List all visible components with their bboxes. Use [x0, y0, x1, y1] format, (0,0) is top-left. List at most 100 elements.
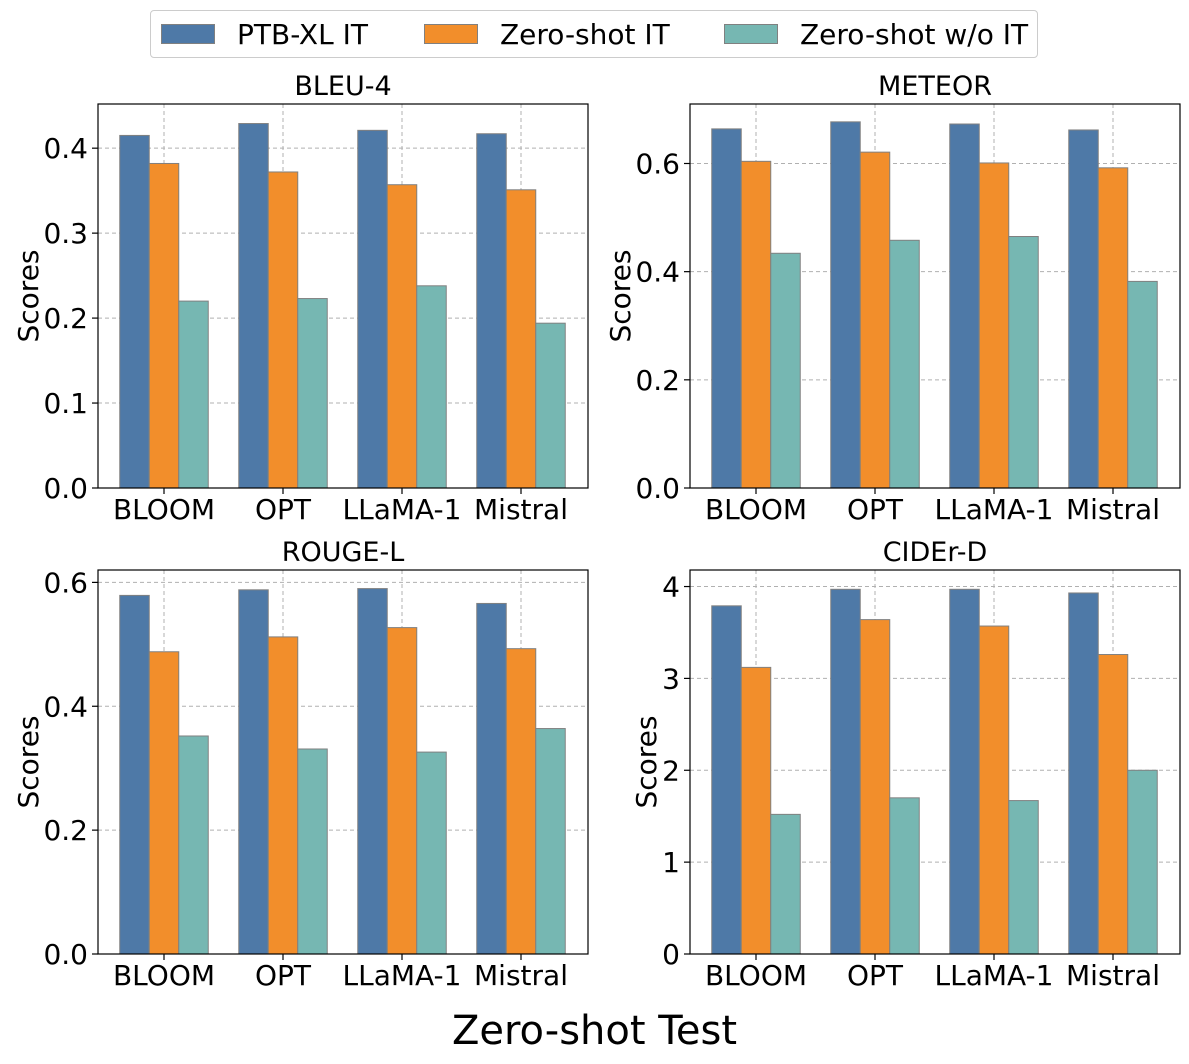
bar-zero-shot-w-o-it-opt	[297, 298, 328, 489]
bar-zero-shot-w-o-it-mistral	[1127, 769, 1158, 955]
panel-title: CIDEr-D	[883, 537, 988, 568]
y-tick-label: 0.0	[43, 938, 88, 971]
y-tick-label: 0.4	[43, 690, 88, 723]
panel-title: BLEU-4	[294, 71, 391, 102]
bar-zero-shot-it-opt	[267, 636, 299, 955]
x-tick-label: LLaMA-1	[343, 493, 462, 526]
bar-zero-shot-it-llama-1	[978, 162, 1010, 489]
x-tick-label: Mistral	[474, 959, 568, 992]
panel-rouge-l: 0.0 0.2 0.4 0.6 BLOOM OPT LLaMA-1 Mistral ROUGE-…	[12, 537, 589, 992]
bar-zero-shot-it-llama-1	[386, 627, 418, 955]
y-tick-label: 0	[662, 938, 680, 971]
bar-zero-shot-w-o-it-mistral	[535, 322, 566, 489]
bar-zero-shot-it-mistral	[505, 189, 537, 489]
bar-ptb-xl-it-mistral	[1068, 129, 1099, 489]
legend-swatch-ptbxl-it	[161, 24, 215, 44]
bar-ptb-xl-it-opt	[238, 589, 269, 955]
panel-title: METEOR	[878, 71, 992, 102]
panel-cider-d: 0 1 2 3 4 BLOOM OPT LLaMA-1 Mistral CIDEr-D Scores	[630, 537, 1181, 992]
bar-ptb-xl-it-llama-1	[949, 123, 980, 489]
legend-item-zero-shot-it: Zero-shot IT	[424, 17, 670, 51]
x-tick-label: BLOOM	[113, 493, 215, 526]
y-tick-label: 0.2	[43, 814, 88, 847]
bar-zero-shot-it-llama-1	[386, 184, 418, 489]
bar-zero-shot-it-llama-1	[978, 625, 1010, 955]
y-tick-label: 0.1	[43, 387, 88, 420]
bar-zero-shot-w-o-it-opt	[889, 239, 920, 489]
panel-meteor: 0.0 0.2 0.4 0.6 BLOOM OPT LLaMA-1 Mistral METEOR…	[604, 71, 1181, 526]
bar-zero-shot-w-o-it-bloom	[178, 300, 209, 489]
bar-zero-shot-it-opt	[859, 151, 891, 489]
y-tick-label: 0.0	[635, 472, 680, 505]
bar-zero-shot-w-o-it-bloom	[178, 735, 209, 955]
bar-ptb-xl-it-bloom	[119, 594, 150, 955]
bar-ptb-xl-it-llama-1	[357, 588, 388, 955]
legend-swatch-zero-shot-wo-it	[724, 24, 778, 44]
legend: PTB-XL IT Zero-shot IT Zero-shot w/o IT	[150, 10, 1038, 58]
y-tick-label: 0.2	[43, 302, 88, 335]
y-tick-label: 0.4	[635, 256, 680, 289]
x-tick-label: LLaMA-1	[343, 959, 462, 992]
bar-zero-shot-w-o-it-bloom	[770, 813, 801, 955]
bar-zero-shot-w-o-it-llama-1	[1008, 236, 1039, 489]
x-tick-label: OPT	[255, 959, 312, 992]
y-tick-label: 0.6	[43, 566, 88, 599]
bar-ptb-xl-it-bloom	[711, 605, 742, 955]
y-tick-label: 0.0	[43, 472, 88, 505]
bar-zero-shot-w-o-it-bloom	[770, 252, 801, 489]
bar-zero-shot-w-o-it-opt	[889, 797, 920, 955]
axes-frame	[689, 569, 1181, 955]
legend-item-zero-shot-wo-it: Zero-shot w/o IT	[724, 17, 1029, 51]
y-tick-label: 0.4	[43, 132, 88, 165]
y-axis-label: Scores	[630, 715, 663, 808]
legend-label-zero-shot-wo-it: Zero-shot w/o IT	[800, 17, 1029, 51]
x-tick-label: Mistral	[474, 493, 568, 526]
bar-ptb-xl-it-bloom	[711, 128, 742, 489]
y-tick-label: 2	[662, 754, 680, 787]
legend-label-zero-shot-it: Zero-shot IT	[500, 17, 670, 51]
x-tick-label: OPT	[847, 959, 904, 992]
bar-ptb-xl-it-opt	[830, 588, 861, 955]
x-tick-label: OPT	[847, 493, 904, 526]
x-tick-label: Mistral	[1066, 959, 1160, 992]
bar-zero-shot-w-o-it-llama-1	[416, 285, 447, 489]
bar-ptb-xl-it-opt	[238, 123, 269, 489]
bar-zero-shot-w-o-it-llama-1	[416, 751, 447, 955]
bar-zero-shot-w-o-it-mistral	[1127, 280, 1158, 489]
figure-suptitle: Zero-shot Test	[451, 1008, 738, 1054]
bar-zero-shot-it-bloom	[740, 666, 772, 955]
y-tick-label: 4	[662, 571, 680, 604]
x-tick-label: OPT	[255, 493, 312, 526]
bar-zero-shot-it-opt	[267, 171, 299, 489]
x-tick-label: Mistral	[1066, 493, 1160, 526]
legend-item-ptbxl-it: PTB-XL IT	[161, 17, 368, 51]
y-tick-label: 1	[662, 846, 680, 879]
y-tick-label: 3	[662, 662, 680, 695]
bar-zero-shot-w-o-it-opt	[297, 748, 328, 955]
panel-title: ROUGE-L	[282, 537, 405, 568]
bar-zero-shot-w-o-it-mistral	[535, 728, 566, 955]
x-tick-label: LLaMA-1	[935, 959, 1054, 992]
bar-ptb-xl-it-llama-1	[357, 129, 388, 489]
x-tick-label: LLaMA-1	[935, 493, 1054, 526]
y-axis-label: Scores	[12, 715, 45, 808]
x-tick-label: BLOOM	[705, 959, 807, 992]
bar-ptb-xl-it-llama-1	[949, 588, 980, 955]
bar-zero-shot-it-opt	[859, 619, 891, 955]
bar-zero-shot-it-mistral	[1097, 167, 1129, 489]
legend-swatch-zero-shot-it	[424, 24, 478, 44]
y-tick-label: 0.3	[43, 217, 88, 250]
panel-bleu-4: 0.0 0.1 0.2 0.3 0.4 BLOOM OPT LLaMA-1 Mistral BLE…	[12, 71, 589, 526]
legend-label-ptbxl-it: PTB-XL IT	[237, 17, 368, 51]
bar-zero-shot-w-o-it-llama-1	[1008, 800, 1039, 955]
bar-zero-shot-it-bloom	[148, 162, 180, 489]
bar-ptb-xl-it-bloom	[119, 134, 150, 489]
x-tick-label: BLOOM	[705, 493, 807, 526]
bar-zero-shot-it-mistral	[1097, 654, 1129, 955]
y-tick-label: 0.6	[635, 147, 680, 180]
y-axis-label: Scores	[12, 249, 45, 342]
y-axis-label: Scores	[604, 249, 637, 342]
y-tick-label: 0.2	[635, 364, 680, 397]
bar-ptb-xl-it-mistral	[476, 133, 507, 489]
